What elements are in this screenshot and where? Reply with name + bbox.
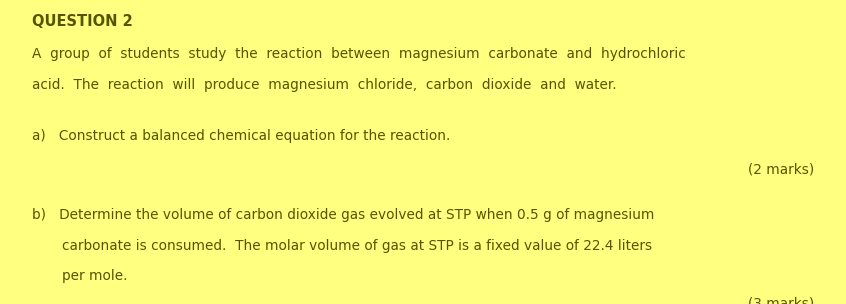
Text: carbonate is consumed.  The molar volume of gas at STP is a fixed value of 22.4 : carbonate is consumed. The molar volume …	[62, 239, 652, 253]
Text: a)   Construct a balanced chemical equation for the reaction.: a) Construct a balanced chemical equatio…	[32, 129, 451, 143]
Text: (3 marks): (3 marks)	[749, 296, 815, 304]
Text: QUESTION 2: QUESTION 2	[32, 14, 133, 29]
Text: per mole.: per mole.	[62, 269, 127, 283]
Text: A  group  of  students  study  the  reaction  between  magnesium  carbonate  and: A group of students study the reaction b…	[32, 47, 686, 61]
Text: (2 marks): (2 marks)	[749, 163, 815, 177]
Text: acid.  The  reaction  will  produce  magnesium  chloride,  carbon  dioxide  and : acid. The reaction will produce magnesiu…	[32, 78, 617, 92]
Text: b)   Determine the volume of carbon dioxide gas evolved at STP when 0.5 g of mag: b) Determine the volume of carbon dioxid…	[32, 208, 655, 222]
